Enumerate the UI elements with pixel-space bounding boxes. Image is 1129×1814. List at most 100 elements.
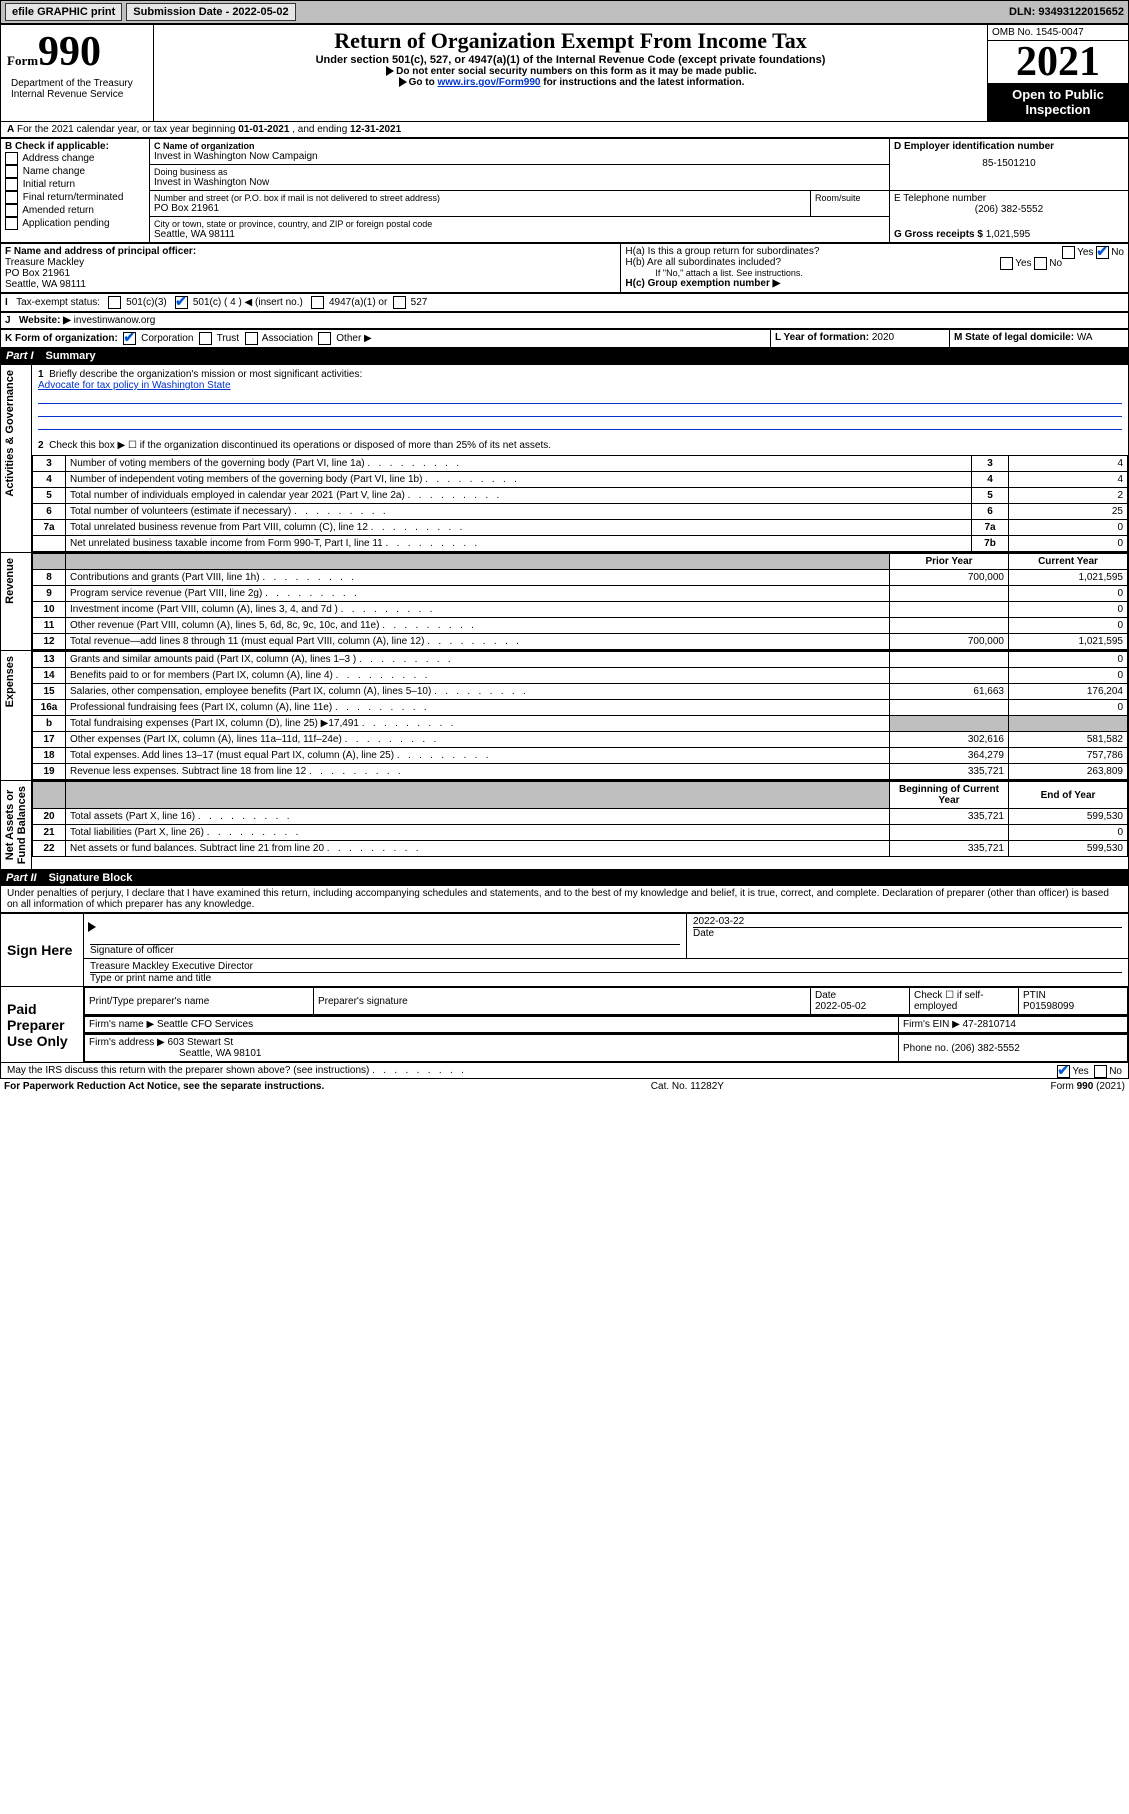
prior-val: 700,000 <box>890 570 1009 586</box>
firm-phone-label: Phone no. <box>903 1043 949 1054</box>
line-num: 12 <box>33 634 66 650</box>
triangle-icon <box>399 77 407 87</box>
side-gov: Activities & Governance <box>2 366 18 501</box>
line-num: 10 <box>33 602 66 618</box>
officer-addr1: PO Box 21961 <box>5 268 616 279</box>
curr-val: 1,021,595 <box>1009 570 1128 586</box>
part1-summary: Activities & Governance 1 Briefly descri… <box>0 364 1129 870</box>
line-num: 21 <box>33 825 66 841</box>
box-k: K Form of organization: Corporation Trus… <box>1 330 771 348</box>
irs-link[interactable]: www.irs.gov/Form990 <box>437 77 540 88</box>
discuss-yes-checkbox[interactable] <box>1057 1065 1070 1078</box>
line-box: 4 <box>972 472 1009 488</box>
box-b-label: B Check if applicable: <box>5 141 145 152</box>
box-b-checkbox[interactable] <box>5 217 18 230</box>
box-l: L Year of formation: 2020 <box>771 330 950 348</box>
line-val: 4 <box>1009 472 1128 488</box>
dba-label: Doing business as <box>154 167 885 177</box>
sign-here-label: Sign Here <box>1 914 84 987</box>
line-num: 13 <box>33 652 66 668</box>
org-name: Invest in Washington Now Campaign <box>154 151 885 162</box>
q1-mission-link[interactable]: Advocate for tax policy in Washington St… <box>38 380 231 391</box>
efile-print-button[interactable]: efile GRAPHIC print <box>5 3 122 21</box>
prior-val <box>890 602 1009 618</box>
line-desc: Net unrelated business taxable income fr… <box>66 536 972 552</box>
line-num: 14 <box>33 668 66 684</box>
prior-val: 335,721 <box>890 764 1009 780</box>
line-desc: Net assets or fund balances. Subtract li… <box>66 841 890 857</box>
prior-val: 335,721 <box>890 809 1009 825</box>
box-b-checkbox[interactable] <box>5 191 18 204</box>
line-desc: Investment income (Part VIII, column (A)… <box>66 602 890 618</box>
sig-officer-label: Signature of officer <box>90 945 680 956</box>
q2-text: 2 Check this box ▶ ☐ if the organization… <box>38 440 1122 451</box>
box-b-checkbox[interactable] <box>5 165 18 178</box>
assoc-checkbox[interactable] <box>245 332 258 345</box>
box-m: M State of legal domicile: WA <box>950 330 1129 348</box>
527-checkbox[interactable] <box>393 296 406 309</box>
officer-addr2: Seattle, WA 98111 <box>5 279 616 290</box>
box-b-option: Amended return <box>5 204 145 217</box>
firm-city: Seattle, WA 98101 <box>89 1048 894 1059</box>
trust-checkbox[interactable] <box>199 332 212 345</box>
line-desc: Revenue less expenses. Subtract line 18 … <box>66 764 890 780</box>
box-d-label: D Employer identification number <box>894 141 1124 152</box>
hb-no-checkbox[interactable] <box>1034 257 1047 270</box>
box-b-checkbox[interactable] <box>5 178 18 191</box>
form-number: Form990 <box>7 28 147 76</box>
officer-name-title: Treasure Mackley Executive Director <box>90 961 1122 973</box>
box-b-checkbox[interactable] <box>5 152 18 165</box>
box-f-label: F Name and address of principal officer: <box>5 246 616 257</box>
prior-val <box>890 652 1009 668</box>
line-num: 9 <box>33 586 66 602</box>
prep-date-label: Date <box>815 990 905 1001</box>
prior-val: 700,000 <box>890 634 1009 650</box>
hb-yes-checkbox[interactable] <box>1000 257 1013 270</box>
firm-addr-label: Firm's address ▶ <box>89 1037 165 1048</box>
part-2-header: Part IISignature Block <box>0 870 1129 886</box>
part-1-header: Part ISummary <box>0 348 1129 364</box>
prep-sig-label: Preparer's signature <box>318 996 806 1007</box>
ptin-value: P01598099 <box>1023 1001 1123 1012</box>
line-num: 6 <box>33 504 66 520</box>
curr-val: 599,530 <box>1009 809 1128 825</box>
pra-notice: For Paperwork Reduction Act Notice, see … <box>4 1081 324 1092</box>
501c-checkbox[interactable] <box>175 296 188 309</box>
dept-treasury: Department of the Treasury Internal Reve… <box>7 76 147 102</box>
ha-no-checkbox[interactable] <box>1096 246 1109 259</box>
box-b-option: Initial return <box>5 178 145 191</box>
discuss-no-checkbox[interactable] <box>1094 1065 1107 1078</box>
line-num: 3 <box>33 456 66 472</box>
501c3-checkbox[interactable] <box>108 296 121 309</box>
curr-val: 0 <box>1009 618 1128 634</box>
form-ref: Form 990 (2021) <box>1051 1081 1125 1092</box>
side-rev: Revenue <box>2 554 18 608</box>
line-desc: Total fundraising expenses (Part IX, col… <box>66 716 890 732</box>
triangle-icon <box>386 66 394 76</box>
ha-yes-checkbox[interactable] <box>1062 246 1075 259</box>
box-b-checkbox[interactable] <box>5 204 18 217</box>
line-num <box>33 536 66 552</box>
curr-val: 0 <box>1009 700 1128 716</box>
prior-val <box>890 825 1009 841</box>
sig-date-value: 2022-03-22 <box>693 916 1122 927</box>
page-footer: For Paperwork Reduction Act Notice, see … <box>0 1079 1129 1094</box>
line-val: 2 <box>1009 488 1128 504</box>
phone-value: (206) 382-5552 <box>894 204 1124 215</box>
line-desc: Total unrelated business revenue from Pa… <box>66 520 972 536</box>
line-box: 3 <box>972 456 1009 472</box>
box-b-option: Final return/terminated <box>5 191 145 204</box>
4947-checkbox[interactable] <box>311 296 324 309</box>
penalty-statement: Under penalties of perjury, I declare th… <box>0 886 1129 913</box>
line-desc: Total number of individuals employed in … <box>66 488 972 504</box>
box-j: J Website: ▶ investinwanow.org <box>1 313 1129 329</box>
cat-no: Cat. No. 11282Y <box>651 1081 724 1092</box>
box-c-name-label: C Name of organization <box>154 141 885 151</box>
room-label: Room/suite <box>815 193 885 203</box>
line-num: 8 <box>33 570 66 586</box>
corp-checkbox[interactable] <box>123 332 136 345</box>
box-e-label: E Telephone number <box>894 193 1124 204</box>
curr-val: 263,809 <box>1009 764 1128 780</box>
curr-val: 0 <box>1009 586 1128 602</box>
other-checkbox[interactable] <box>318 332 331 345</box>
